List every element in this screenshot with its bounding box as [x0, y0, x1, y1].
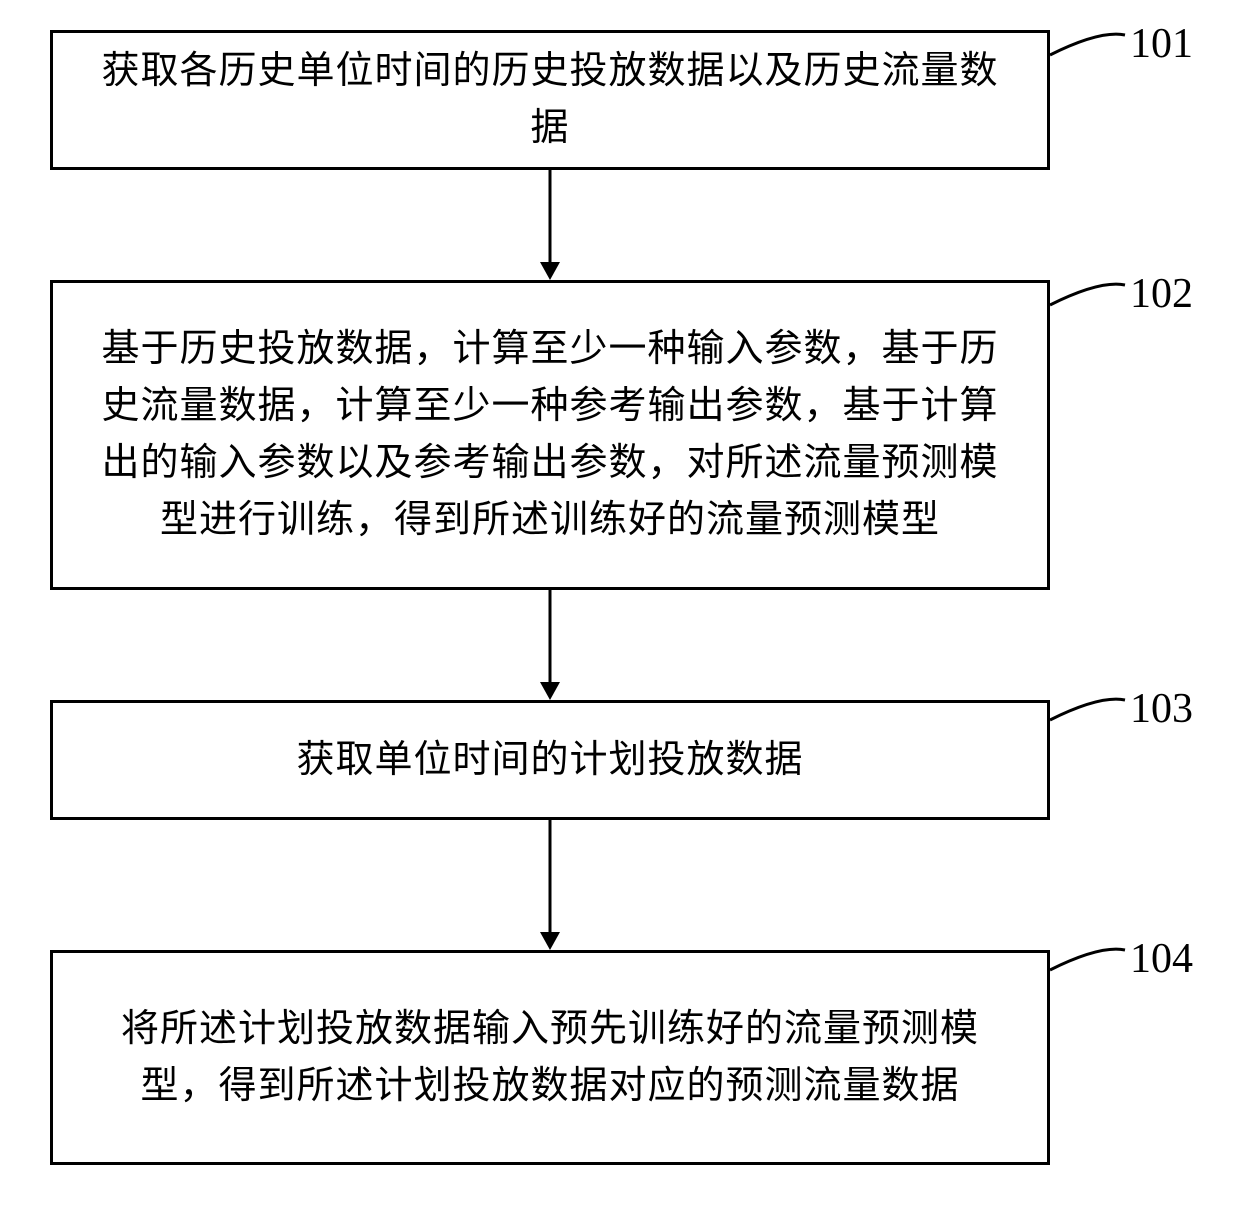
node-text: 将所述计划投放数据输入预先训练好的流量预测模型，得到所述计划投放数据对应的预测流…: [83, 1001, 1017, 1115]
node-text: 获取各历史单位时间的历史投放数据以及历史流量数据: [83, 43, 1017, 157]
node-text: 基于历史投放数据，计算至少一种输入参数，基于历史流量数据，计算至少一种参考输出参…: [83, 321, 1017, 549]
node-label-102: 102: [1130, 270, 1193, 318]
flowchart-container: 获取各历史单位时间的历史投放数据以及历史流量数据 101 基于历史投放数据，计算…: [0, 0, 1240, 1206]
flowchart-node-101: 获取各历史单位时间的历史投放数据以及历史流量数据: [50, 30, 1050, 170]
flowchart-node-102: 基于历史投放数据，计算至少一种输入参数，基于历史流量数据，计算至少一种参考输出参…: [50, 280, 1050, 590]
node-text: 获取单位时间的计划投放数据: [296, 732, 803, 789]
node-label-104: 104: [1130, 935, 1193, 983]
node-label-101: 101: [1130, 20, 1193, 68]
flowchart-node-103: 获取单位时间的计划投放数据: [50, 700, 1050, 820]
flowchart-node-104: 将所述计划投放数据输入预先训练好的流量预测模型，得到所述计划投放数据对应的预测流…: [50, 950, 1050, 1165]
node-label-103: 103: [1130, 685, 1193, 733]
